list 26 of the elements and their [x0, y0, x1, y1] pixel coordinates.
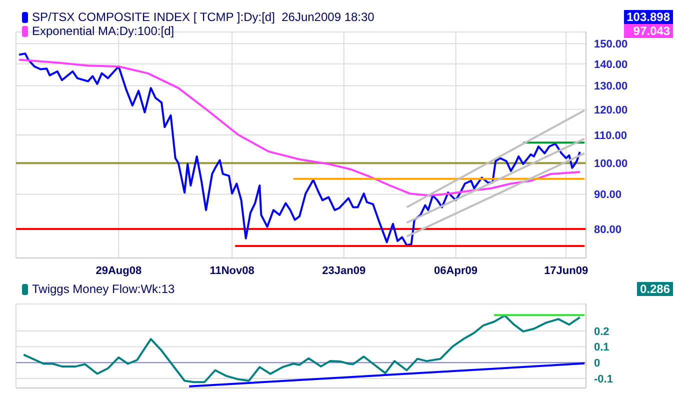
text: 97.043	[624, 24, 673, 38]
y-tick-label: 140.00	[594, 58, 628, 71]
y-tick-label: 120.00	[594, 104, 628, 116]
legend-label: Exponential MA:Dy:100:[d]	[32, 24, 174, 38]
y-tick-label: 100.00	[594, 158, 628, 170]
y-tick-label: 110.00	[594, 130, 628, 142]
y-tick-label: 0	[594, 358, 600, 370]
text: 0.286	[636, 282, 673, 296]
y-tick-label: 150.00	[594, 38, 628, 50]
y-tick-label: 0.1	[594, 342, 610, 354]
x-tick-label: 29Aug08	[96, 264, 142, 277]
y-tick-label: 130.00	[594, 80, 628, 93]
legend-label: SP/TSX COMPOSITE INDEX [ TCMP ]:Dy:[d] 26Jun2009 18:30	[32, 10, 374, 24]
x-tick-label: 06Apr09	[434, 264, 478, 277]
legend-label: Twiggs Money Flow:Wk:13	[32, 282, 175, 296]
y-tick-label: 90.00	[594, 189, 622, 202]
y-tick-label: 0.2	[594, 326, 610, 338]
y-tick-label: -0.1	[594, 373, 613, 386]
y-tick-label: 80.00	[594, 224, 622, 236]
text: 103.898	[624, 10, 673, 24]
line-series	[18, 58, 581, 197]
x-tick-label: 23Jan09	[322, 264, 366, 277]
line-series	[18, 52, 581, 246]
x-tick-label: 17Jun09	[544, 264, 588, 277]
x-tick-label: 11Nov08	[210, 264, 254, 277]
line-series	[22, 314, 581, 384]
